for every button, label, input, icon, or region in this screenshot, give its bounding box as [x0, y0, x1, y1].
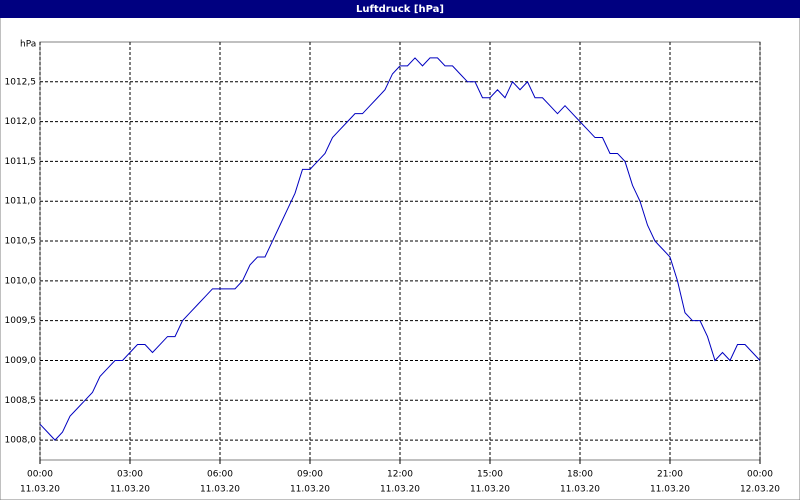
x-tick-label: 15:00: [477, 470, 503, 480]
y-tick-label: 1009,5: [5, 316, 37, 326]
x-tick-label: 03:00: [117, 470, 143, 480]
x-tick-label: 21:00: [657, 470, 683, 480]
x-tick-date: 11.03.20: [470, 485, 510, 495]
y-tick-label: 1010,5: [5, 237, 37, 247]
data-line: [39, 57, 761, 441]
y-tick-label: 1011,5: [5, 157, 37, 167]
x-tick-date: 11.03.20: [110, 485, 150, 495]
x-tick-date: 11.03.20: [290, 485, 330, 495]
y-tick-label: 1008,5: [5, 396, 37, 406]
y-tick-label: 1008,0: [5, 436, 37, 446]
y-tick-label: 1012,0: [5, 117, 37, 127]
x-tick-label: 06:00: [207, 470, 233, 480]
plot-area: [39, 41, 761, 461]
x-tick-date: 12.03.20: [740, 485, 780, 495]
y-tick-label: 1011,0: [5, 197, 37, 207]
y-tick-label: 1012,5: [5, 77, 37, 87]
y-tick-label: 1009,0: [5, 356, 37, 366]
x-tick-date: 11.03.20: [200, 485, 240, 495]
x-tick-date: 11.03.20: [380, 485, 420, 495]
x-tick-label: 00:00: [747, 470, 773, 480]
y-tick-label: 1010,0: [5, 276, 37, 286]
chart-title: Luftdruck [hPa]: [356, 4, 444, 15]
x-tick-label: 09:00: [297, 470, 323, 480]
title-bar: [0, 0, 800, 18]
y-axis-label: hPa: [20, 40, 36, 50]
x-tick-date: 11.03.20: [560, 485, 600, 495]
x-tick-label: 00:00: [27, 470, 53, 480]
x-tick-date: 11.03.20: [20, 485, 60, 495]
x-tick-label: 18:00: [567, 470, 593, 480]
x-tick-date: 11.03.20: [650, 485, 690, 495]
x-tick-label: 12:00: [387, 470, 413, 480]
